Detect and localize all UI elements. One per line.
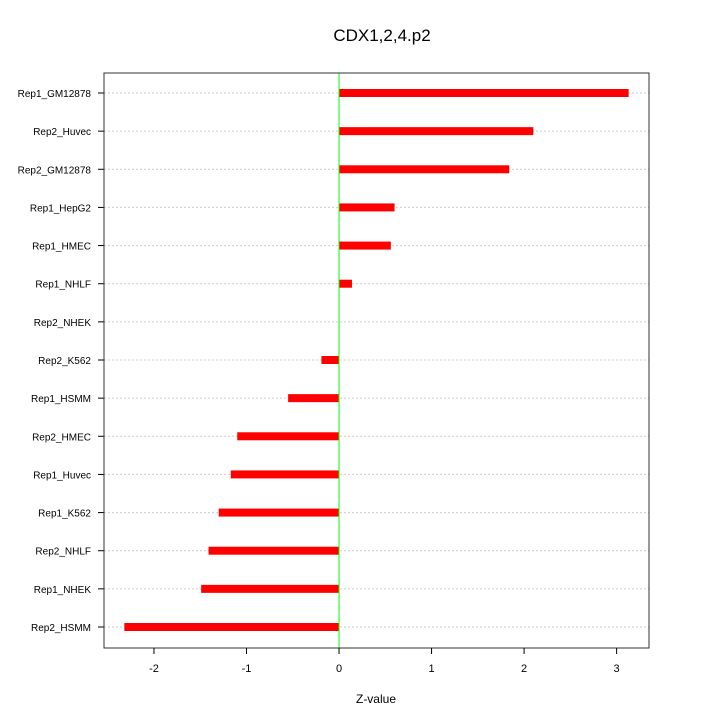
- bar-Rep2_NHLF: [208, 546, 340, 555]
- y-tick-label: Rep1_HSMM: [31, 394, 91, 405]
- plot-frame: [103, 72, 650, 649]
- x-tick-label: 0: [336, 663, 342, 675]
- bar-Rep2_K562: [321, 356, 340, 364]
- bar-Rep1_Huvec: [230, 470, 340, 479]
- bar-Rep1_HMEC: [339, 241, 391, 250]
- y-tick-label: Rep2_HSMM: [31, 623, 91, 634]
- y-tick-label: Rep2_NHLF: [35, 547, 91, 558]
- bar-Rep1_NHLF: [339, 279, 352, 288]
- x-tick-label: -1: [242, 663, 252, 675]
- y-tick-label: Rep2_NHEK: [34, 318, 92, 329]
- bar-Rep2_GM12878: [339, 165, 510, 174]
- bar-Rep2_HSMM: [124, 623, 340, 631]
- y-tick-label: Rep1_HMEC: [32, 242, 91, 253]
- y-tick-label: Rep1_NHLF: [35, 280, 91, 291]
- bar-Rep1_K562: [218, 508, 340, 517]
- y-tick-label: Rep1_Huvec: [33, 470, 91, 481]
- x-axis-label: Z-value: [356, 692, 396, 706]
- bar-Rep1_NHEK: [201, 584, 340, 593]
- y-tick-label: Rep2_GM12878: [18, 165, 92, 176]
- y-tick-label: Rep1_HepG2: [30, 203, 92, 214]
- bar-Rep1_GM12878: [339, 89, 629, 97]
- chart-title: CDX1,2,4.p2: [333, 26, 430, 45]
- bar-Rep2_Huvec: [339, 127, 534, 136]
- y-tick-label: Rep2_HMEC: [32, 432, 91, 443]
- y-tick-label: Rep2_K562: [38, 356, 91, 367]
- x-tick-label: 3: [614, 663, 620, 675]
- bar-Rep1_HSMM: [288, 394, 340, 403]
- y-tick-label: Rep1_NHEK: [34, 585, 92, 596]
- bar-Rep1_HepG2: [339, 203, 395, 212]
- y-tick-label: Rep1_K562: [38, 509, 91, 520]
- x-tick-label: 1: [428, 663, 434, 675]
- x-tick-label: -2: [149, 663, 159, 675]
- x-tick-label: 2: [521, 663, 527, 675]
- bar-Rep2_HMEC: [237, 432, 340, 441]
- y-tick-label: Rep1_GM12878: [18, 89, 92, 100]
- y-tick-label: Rep2_Huvec: [33, 127, 91, 138]
